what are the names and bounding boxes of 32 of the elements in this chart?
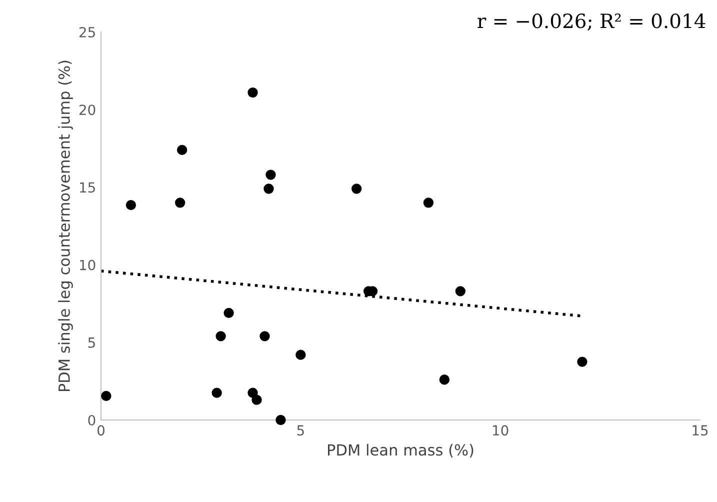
- y-tick-label: 0: [88, 414, 96, 426]
- point: [296, 350, 306, 360]
- point: [260, 331, 270, 342]
- x-tick-label: 15: [692, 425, 708, 436]
- point: [101, 390, 112, 402]
- point: [252, 394, 262, 405]
- x-axis-title: PDM lean mass (%): [328, 444, 474, 458]
- point: [264, 184, 274, 194]
- y-tick-label: 10: [80, 260, 96, 270]
- point: [176, 144, 188, 156]
- y-tick-label: 15: [80, 182, 95, 193]
- point: [455, 286, 466, 296]
- point: [248, 87, 258, 98]
- point: [276, 414, 286, 426]
- point: [216, 331, 226, 342]
- point: [577, 356, 588, 367]
- point: [439, 374, 450, 385]
- point: [351, 184, 362, 194]
- y-tick-label: 20: [79, 104, 96, 116]
- y-axis-title: PDM single leg countermovement jump (%): [58, 60, 73, 392]
- point: [423, 198, 434, 208]
- y-tick-label: 25: [79, 26, 95, 38]
- point: [126, 200, 136, 210]
- point: [212, 388, 222, 398]
- x-tick-label: 0: [97, 425, 104, 436]
- y-tick-label: 5: [88, 338, 95, 348]
- x-tick-label: 10: [493, 425, 508, 436]
- x-tick-label: 5: [297, 425, 304, 436]
- point: [224, 308, 234, 318]
- text: r = −0.026; R² = 0.014: [478, 14, 706, 31]
- point: [174, 198, 186, 208]
- point: [266, 170, 276, 180]
